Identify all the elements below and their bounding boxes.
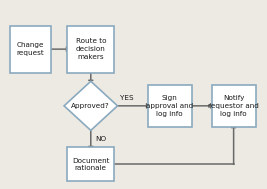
FancyBboxPatch shape [10,26,51,73]
FancyBboxPatch shape [211,85,256,127]
FancyBboxPatch shape [68,147,114,181]
Text: Document
rationale: Document rationale [72,158,109,171]
Text: Sign
approval and
log info: Sign approval and log info [146,95,193,117]
Text: Notify
requestor and
log info: Notify requestor and log info [208,95,259,117]
Text: Approved?: Approved? [71,103,110,109]
Text: Change
request: Change request [17,42,45,56]
FancyBboxPatch shape [147,85,192,127]
Text: YES: YES [120,95,134,101]
FancyBboxPatch shape [68,26,114,73]
Text: NO: NO [95,136,106,142]
Polygon shape [64,81,117,130]
Text: Route to
decision
makers: Route to decision makers [76,38,106,60]
